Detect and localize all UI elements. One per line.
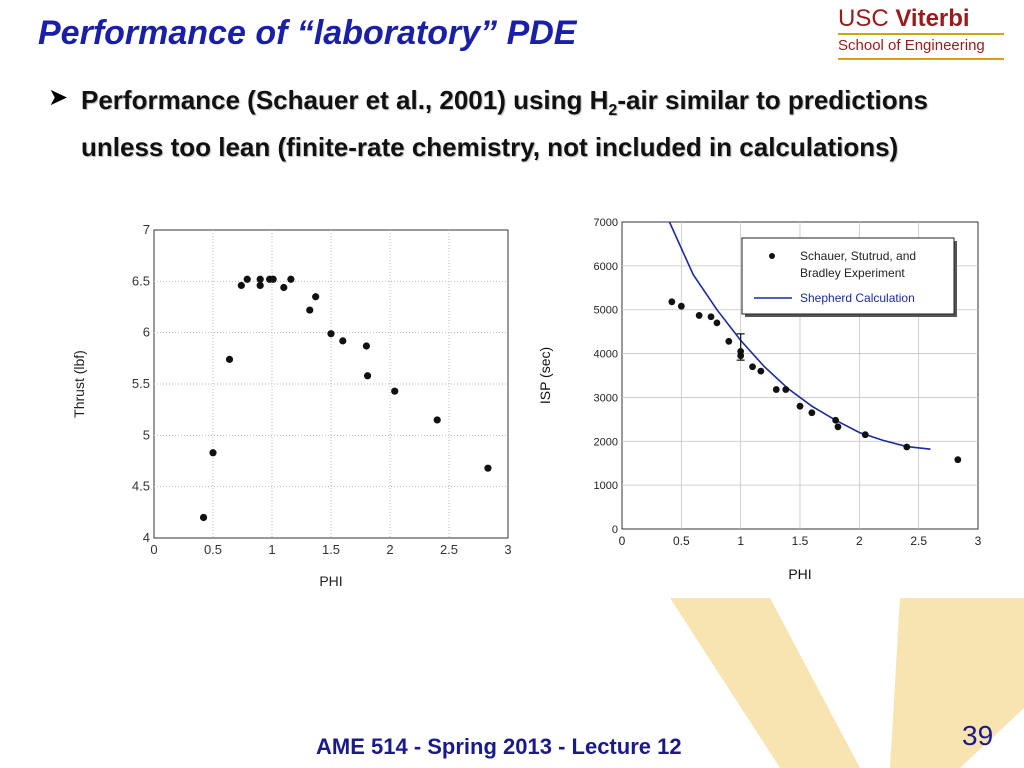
- x-tick-label: 0.5: [673, 534, 690, 548]
- x-tick-label: 2.5: [910, 534, 927, 548]
- page-number: 39: [962, 720, 994, 751]
- y-tick-label: 5000: [594, 305, 618, 317]
- x-tick-label: 2.5: [440, 542, 458, 557]
- data-point: [834, 423, 842, 431]
- x-axis-label: PHI: [319, 573, 342, 589]
- watermark-left-stroke: [670, 598, 860, 768]
- data-point: [391, 387, 399, 395]
- x-tick-label: 0: [150, 542, 157, 557]
- data-point: [339, 337, 347, 345]
- data-point: [832, 416, 839, 424]
- x-tick-label: 1: [268, 542, 275, 557]
- x-tick-label: 1.5: [322, 542, 340, 557]
- legend-label-experiment: Bradley Experiment: [800, 266, 905, 280]
- x-tick-label: 2: [856, 534, 863, 548]
- legend: [741, 237, 955, 315]
- data-point: [237, 281, 245, 290]
- y-tick-label: 6.5: [132, 273, 150, 288]
- viterbi-v-watermark: [670, 598, 1024, 768]
- data-point: [903, 443, 911, 451]
- slide-title: Performance of “laboratory” PDE: [38, 14, 577, 52]
- data-point: [668, 298, 676, 306]
- y-tick-label: 6000: [594, 261, 618, 273]
- x-tick-label: 2: [386, 542, 393, 557]
- x-tick-label: 0: [619, 534, 626, 548]
- data-point: [280, 283, 288, 292]
- data-point: [256, 281, 264, 290]
- logo-wordmark: USC Viterbi: [838, 5, 1004, 33]
- data-point: [327, 330, 335, 338]
- data-point: [243, 275, 251, 283]
- data-point: [695, 312, 703, 319]
- y-tick-label: 4.5: [132, 479, 150, 494]
- arrow-bullet-icon: ➤: [48, 84, 69, 111]
- data-point: [782, 386, 790, 393]
- calculation-line: [668, 221, 931, 450]
- y-tick-label: 0: [612, 524, 618, 536]
- data-point: [808, 409, 816, 417]
- data-point: [725, 337, 733, 345]
- bullet-text-prefix: Performance (Schauer et al., 2001) using…: [81, 85, 609, 115]
- y-tick-label: 5: [143, 427, 150, 442]
- x-tick-label: 1.5: [792, 534, 809, 548]
- y-tick-label: 6: [143, 325, 150, 340]
- slide-footer: AME 514 - Spring 2013 - Lecture 12: [316, 734, 682, 759]
- legend-label-calculation: Shepherd Calculation: [800, 291, 915, 305]
- bullet-text-suffix: -air similar to predictions unless too l…: [81, 85, 928, 163]
- data-point: [363, 372, 372, 380]
- data-point: [861, 431, 869, 439]
- y-tick-label: 2000: [594, 436, 618, 448]
- y-tick-label: 3000: [594, 392, 618, 404]
- y-tick-label: 4000: [594, 349, 618, 361]
- data-point: [225, 355, 234, 363]
- x-axis-label: PHI: [788, 566, 811, 582]
- logo-viterbi: Viterbi: [895, 5, 970, 32]
- data-point: [199, 513, 208, 522]
- y-tick-label: 5.5: [132, 376, 150, 391]
- y-tick-label: 4: [143, 530, 150, 545]
- logo-school: School of Engineering: [838, 37, 985, 54]
- data-point: [757, 367, 765, 375]
- data-point: [796, 402, 804, 410]
- data-point: [954, 456, 962, 464]
- x-tick-label: 3: [975, 534, 982, 548]
- logo-rule-bottom: [838, 58, 1004, 60]
- data-point: [269, 275, 277, 283]
- y-axis-label: ISP (sec): [537, 347, 553, 404]
- data-point: [484, 464, 492, 472]
- x-tick-label: 1: [737, 534, 744, 548]
- data-point: [713, 319, 721, 327]
- x-tick-label: 3: [504, 542, 511, 557]
- y-tick-label: 7: [143, 222, 150, 237]
- thrust-chart: 0 0.5 1 1.5 2 2.5 3 4 4.5 5 5.5 6 6.5 7 PHI Thrust (lbf…: [71, 222, 512, 589]
- data-point: [256, 275, 264, 283]
- data-point: [312, 293, 320, 301]
- data-point: [209, 449, 217, 457]
- logo-usc: USC: [838, 5, 889, 32]
- data-point: [772, 386, 780, 393]
- data-point: [707, 313, 715, 321]
- data-point: [749, 363, 756, 371]
- x-tick-label: 0.5: [204, 542, 222, 557]
- data-point: [306, 306, 314, 314]
- data-point: [362, 342, 370, 350]
- data-point: [677, 302, 685, 310]
- y-tick-label: 7000: [594, 217, 618, 229]
- watermark-right-stroke: [890, 598, 1024, 768]
- y-axis-label: Thrust (lbf): [71, 350, 87, 418]
- bullet-subscript: 2: [608, 102, 618, 120]
- logo-rule-top: [838, 33, 1004, 35]
- usc-viterbi-logo: USC Viterbi School of Engineering: [838, 5, 1004, 65]
- bullet-text: Performance (Schauer et al., 2001) using…: [81, 82, 941, 165]
- y-tick-label: 1000: [594, 480, 618, 492]
- data-point: [433, 416, 441, 424]
- isp-chart: 0 0.5 1 1.5 2 2.5 3 0 1000 2000 3000 4000 5000 6000 70…: [537, 217, 982, 582]
- legend-marker-experiment: [769, 253, 775, 259]
- legend-label-experiment: Schauer, Stutrud, and: [800, 249, 916, 263]
- data-point: [287, 275, 295, 283]
